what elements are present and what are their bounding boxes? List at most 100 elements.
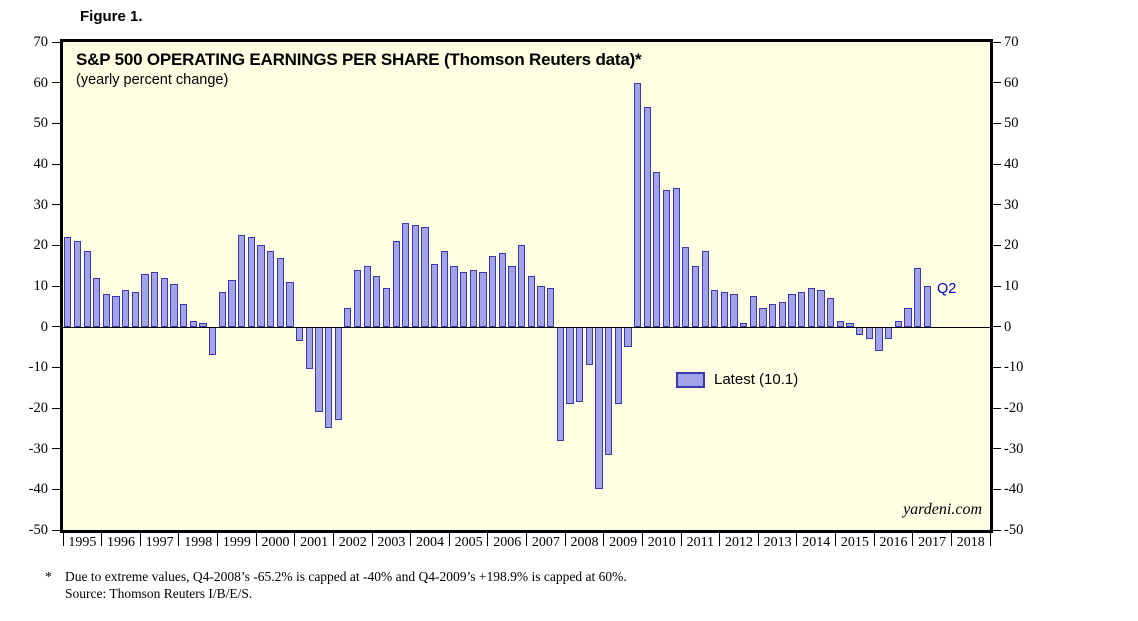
y-axis-label-left: -20	[28, 400, 48, 416]
y-axis-label-right: -30	[1004, 440, 1024, 457]
x-axis-year-label: 1998	[184, 535, 213, 550]
y-axis-label-right: 70	[1004, 34, 1019, 50]
x-axis-tick	[101, 533, 103, 546]
legend-swatch-icon	[676, 371, 705, 388]
x-axis-year-label: 1995	[68, 535, 97, 550]
y-axis-tick-right	[993, 366, 1001, 368]
quarter-bar-2003-Q1	[373, 275, 381, 327]
quarter-bar-2015-Q1	[836, 320, 844, 327]
quarter-bar-1995-Q2	[73, 241, 82, 327]
y-axis-label-right: 30	[1004, 196, 1019, 213]
x-axis-year-label: 2007	[531, 535, 560, 550]
x-axis-year-label: 2004	[415, 535, 444, 550]
quarter-bar-2017-Q1	[913, 267, 922, 327]
y-axis-label-left: 70	[33, 34, 49, 50]
quarter-bar-2012-Q3	[740, 323, 748, 327]
quarter-bar-1997-Q1	[141, 273, 149, 327]
x-axis-tick	[487, 533, 489, 546]
quarter-bar-2012-Q2	[730, 294, 738, 327]
x-axis-tick	[564, 533, 566, 546]
x-axis-year-label: 2008	[570, 535, 599, 550]
quarter-bar-2008-Q1	[566, 326, 574, 404]
quarter-bar-2002-Q1	[334, 326, 342, 421]
y-axis-tick-left	[52, 326, 60, 328]
x-axis-year-label: 2015	[840, 535, 869, 550]
quarter-bar-2007-Q3	[547, 288, 555, 327]
quarter-bar-1999-Q4	[247, 237, 255, 327]
y-axis-label-right: 60	[1004, 74, 1019, 91]
quarter-bar-2016-Q1	[875, 326, 883, 352]
quarter-bar-1997-Q4	[170, 283, 178, 327]
quarter-bar-2009-Q4	[633, 82, 642, 327]
quarter-bar-2004-Q4	[440, 251, 449, 327]
quarter-bar-1999-Q1	[218, 292, 226, 327]
x-axis-tick	[757, 533, 759, 546]
quarter-bar-1996-Q1	[102, 294, 111, 327]
x-axis-tick	[294, 533, 296, 546]
quarter-bar-2013-Q4	[788, 294, 796, 327]
y-axis-label-left: -30	[28, 440, 48, 457]
quarter-bar-1999-Q2	[228, 279, 236, 327]
footnote: * Due to extreme values, Q4-2008’s -65.2…	[45, 568, 627, 602]
watermark: yardeni.com	[903, 501, 982, 518]
quarter-bar-1996-Q4	[131, 292, 140, 327]
quarter-bar-2005-Q4	[479, 271, 487, 327]
legend-label: Latest (10.1)	[714, 371, 799, 388]
y-axis-tick-left	[52, 122, 60, 124]
quarter-bar-1998-Q3	[199, 322, 207, 327]
y-axis-label-left: 60	[33, 74, 49, 91]
y-axis-label-left: 50	[33, 115, 49, 132]
quarter-bar-2003-Q2	[382, 288, 391, 327]
x-axis-year-label: 2011	[686, 535, 715, 550]
y-axis-tick-right	[993, 244, 1001, 246]
y-axis-label-left: 20	[33, 237, 49, 254]
quarter-bar-2006-Q2	[498, 253, 506, 327]
quarter-bar-2004-Q3	[431, 263, 439, 327]
y-axis-label-left: 40	[33, 156, 49, 172]
y-axis-label-left: -50	[28, 522, 48, 538]
y-axis-label-right: 40	[1004, 156, 1019, 172]
y-axis-label-left: -40	[28, 481, 48, 498]
quarter-bar-2016-Q4	[904, 308, 912, 327]
y-axis-tick-left	[52, 448, 60, 450]
x-axis-tick	[448, 533, 450, 546]
quarter-bar-2002-Q4	[363, 265, 371, 327]
x-axis-year-label: 2005	[454, 535, 483, 550]
y-axis-tick-right	[993, 488, 1001, 490]
footnote-line1: Due to extreme values, Q4-2008’s -65.2% …	[65, 569, 627, 584]
quarter-bar-2012-Q1	[720, 292, 729, 327]
quarter-bar-2010-Q1	[643, 107, 651, 327]
x-axis-year-label: 2017	[918, 535, 947, 550]
x-axis-year-label: 2009	[609, 535, 638, 550]
x-axis-year-label: 1999	[222, 535, 251, 550]
quarter-bar-2011-Q4	[711, 290, 719, 327]
y-axis-label-right: -40	[1004, 481, 1024, 498]
chart-subtitle: (yearly percent change)	[76, 72, 229, 88]
y-axis-label-left: 10	[33, 278, 49, 294]
quarter-bar-2001-Q3	[315, 326, 323, 413]
y-axis-tick-left	[52, 204, 60, 206]
x-axis-tick	[217, 533, 218, 546]
quarter-bar-2016-Q2	[884, 326, 893, 339]
y-axis-label-right: 20	[1004, 237, 1019, 254]
quarter-bar-2006-Q3	[508, 265, 516, 327]
footnote-line2: Source: Thomson Reuters I/B/E/S.	[65, 586, 253, 601]
y-axis-tick-left	[52, 407, 60, 409]
y-axis-tick-left	[52, 82, 60, 84]
x-axis-tick	[332, 533, 334, 546]
y-axis-label-left: -10	[28, 359, 48, 376]
x-axis-year-label: 2003	[377, 535, 406, 550]
quarter-bar-2014-Q2	[807, 288, 815, 327]
quarter-bar-2003-Q3	[392, 241, 400, 327]
quarter-bar-2007-Q1	[527, 275, 535, 327]
quarter-bar-2010-Q2	[653, 172, 661, 327]
y-axis-tick-right	[993, 285, 1001, 287]
quarter-bar-2002-Q3	[353, 269, 362, 327]
legend: Latest (10.1)	[676, 371, 798, 388]
x-axis-year-label: 2006	[493, 535, 522, 550]
x-axis-year-label: 2001	[300, 535, 329, 550]
x-axis-year-label: 2000	[261, 535, 290, 550]
quarter-bar-1996-Q3	[122, 290, 130, 327]
quarter-bar-2015-Q2	[846, 322, 854, 327]
